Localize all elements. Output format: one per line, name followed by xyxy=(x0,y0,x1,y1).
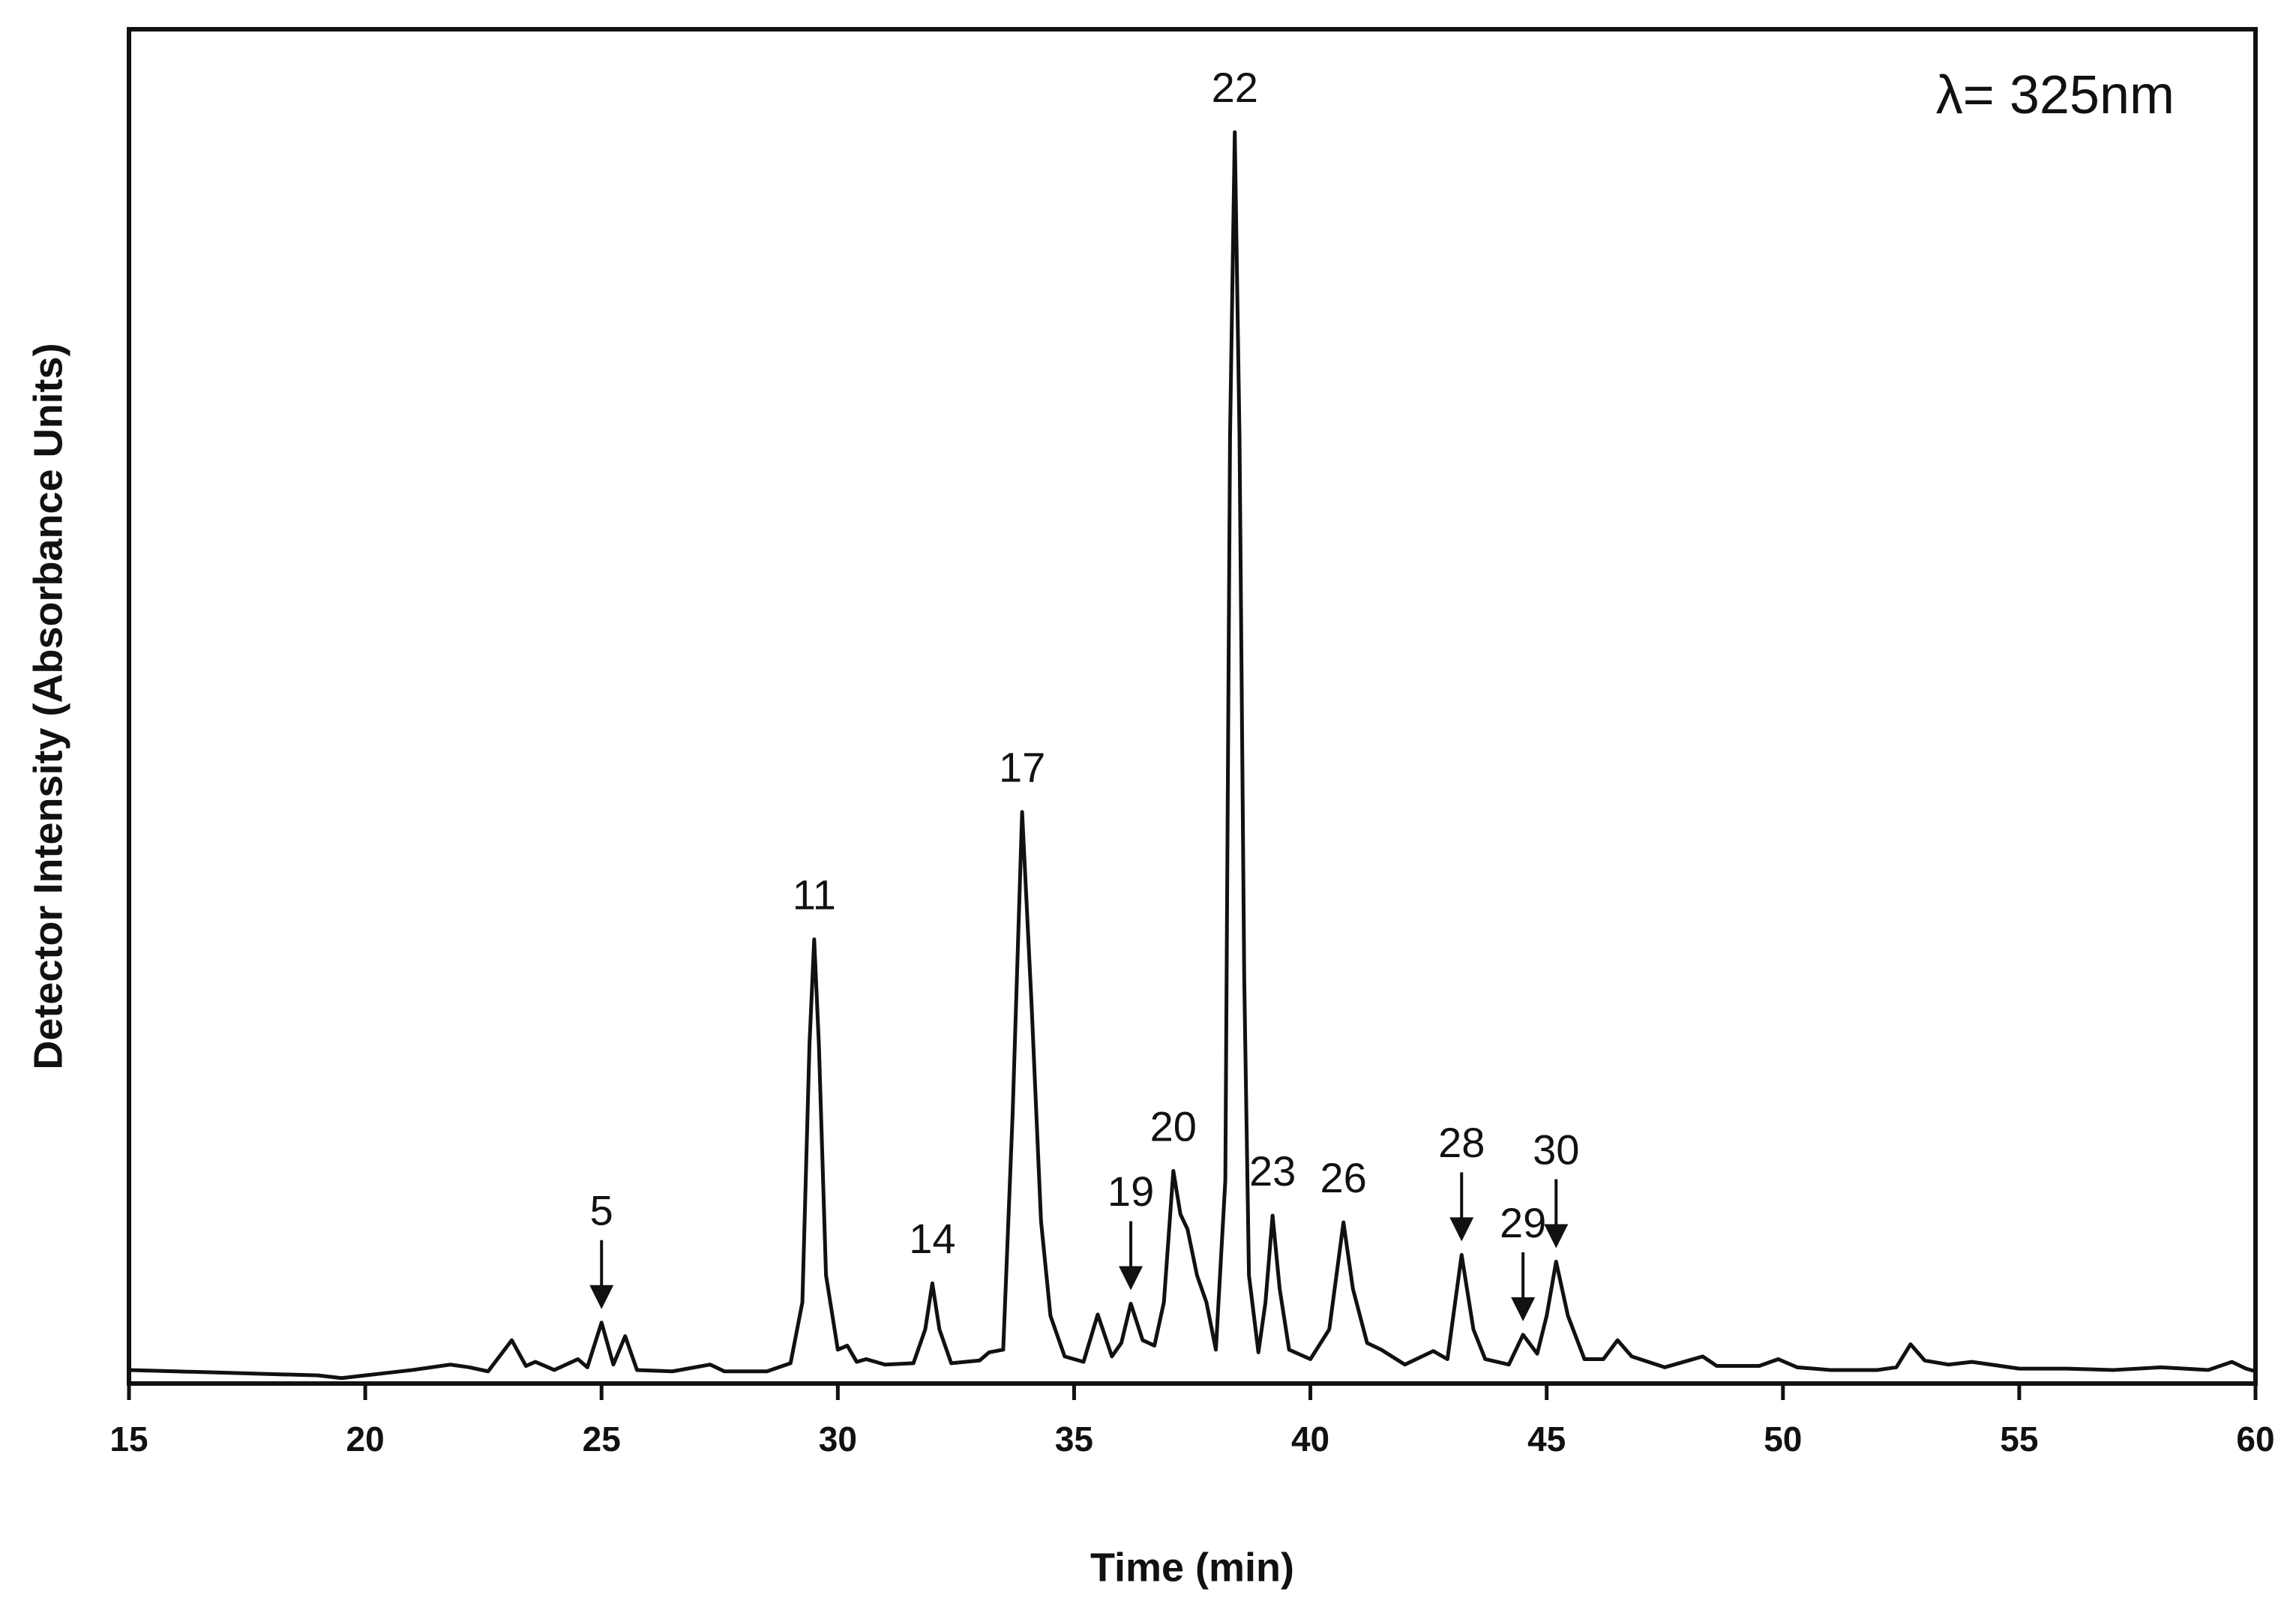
x-tick-label: 40 xyxy=(1291,1420,1329,1459)
annotation-arrow-head xyxy=(589,1285,614,1309)
peak-label: 30 xyxy=(1533,1126,1579,1173)
wavelength-label: λ= 325nm xyxy=(1936,65,2175,125)
annotation-arrow-head xyxy=(1544,1224,1569,1249)
peak-label: 19 xyxy=(1108,1168,1154,1215)
plot-frame xyxy=(127,27,2258,1386)
peak-label: 23 xyxy=(1249,1147,1296,1195)
x-tick-label: 30 xyxy=(819,1420,857,1459)
peak-label: 20 xyxy=(1150,1102,1197,1150)
x-tick-label: 35 xyxy=(1055,1420,1093,1459)
x-tick-label: 15 xyxy=(109,1420,148,1459)
peak-label: 17 xyxy=(999,744,1045,791)
x-tick-label: 60 xyxy=(2236,1420,2274,1459)
peak-label: 11 xyxy=(793,871,836,918)
x-tick-label: 20 xyxy=(346,1420,385,1459)
peak-label: 5 xyxy=(590,1187,613,1234)
x-tick-label: 50 xyxy=(1764,1420,1802,1459)
x-tick-label: 25 xyxy=(583,1420,621,1459)
peak-label: 22 xyxy=(1212,64,1258,111)
peak-label: 29 xyxy=(1500,1199,1546,1246)
x-tick-label: 55 xyxy=(2000,1420,2038,1459)
x-axis-label: Time (min) xyxy=(1090,1545,1294,1590)
y-axis-label: Detector Intensity (Absorbance Units) xyxy=(25,343,70,1069)
chromatogram-trace xyxy=(128,130,2256,1381)
peak-label: 14 xyxy=(909,1215,955,1262)
x-tick-label: 45 xyxy=(1527,1420,1566,1459)
annotation-arrow-head xyxy=(1449,1217,1474,1242)
annotation-arrow-head xyxy=(1511,1297,1536,1321)
annotation-arrow-head xyxy=(1119,1266,1144,1291)
peak-label: 28 xyxy=(1438,1119,1485,1166)
peak-label: 26 xyxy=(1320,1154,1367,1201)
